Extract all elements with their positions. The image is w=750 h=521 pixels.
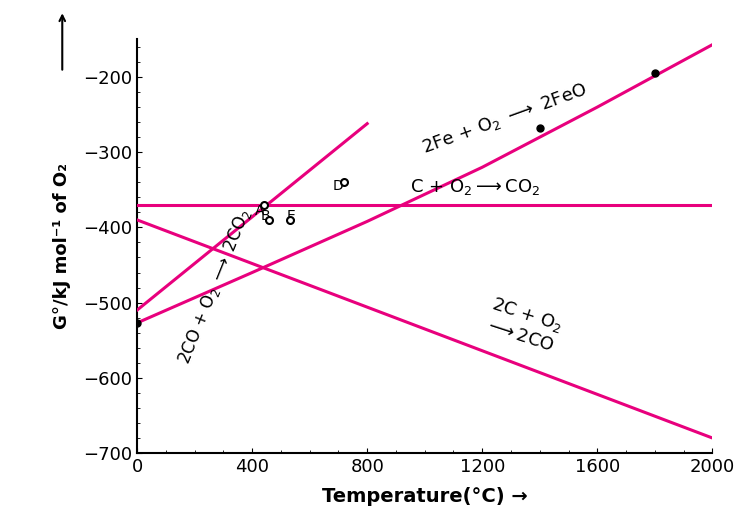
Text: 2C + O$_2$
$\longrightarrow$2CO: 2C + O$_2$ $\longrightarrow$2CO [482,294,565,356]
Text: E: E [286,209,296,223]
Text: D: D [332,179,344,193]
Text: C + O$_2$$\longrightarrow$CO$_2$: C + O$_2$$\longrightarrow$CO$_2$ [410,177,541,197]
Text: B: B [260,209,270,223]
Text: G°/kJ mol⁻¹ of O₂: G°/kJ mol⁻¹ of O₂ [53,163,71,329]
Text: A: A [254,204,264,218]
X-axis label: Temperature(°C) →: Temperature(°C) → [322,487,527,506]
Text: 2Fe + O$_2$ $\longrightarrow$ 2FeO: 2Fe + O$_2$ $\longrightarrow$ 2FeO [419,79,590,158]
Text: 2CO + O$_2$ $\longrightarrow$ 2CO$_2$: 2CO + O$_2$ $\longrightarrow$ 2CO$_2$ [175,206,255,367]
